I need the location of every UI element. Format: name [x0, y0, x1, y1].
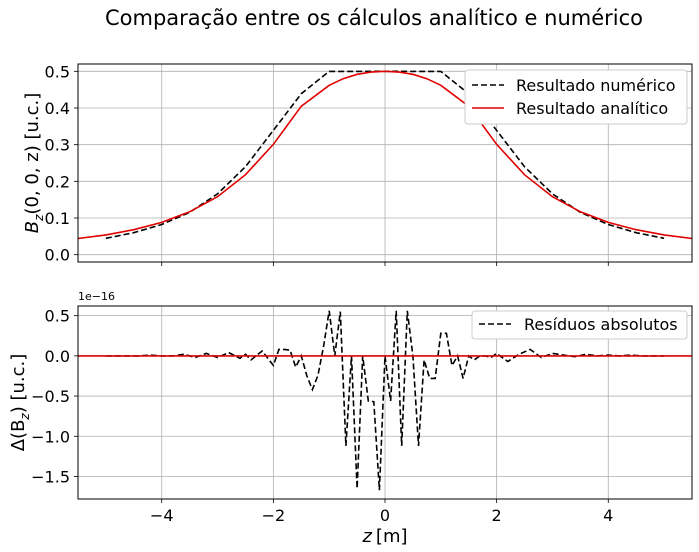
bottom-ylabel-rest: ) [u.c.] [8, 354, 29, 414]
top-series [77, 70, 693, 240]
bottom-ytick-label: −0.5 [31, 387, 70, 406]
top-ytick-label: 0.1 [45, 209, 70, 228]
bottom-xtick-label: 4 [603, 506, 613, 525]
top-ytick-label: 0.5 [45, 62, 70, 81]
bottom-ytick-label: −1.5 [31, 467, 70, 486]
bottom-xtick-label: 0 [380, 506, 390, 525]
bottom-legend: Resíduos absolutos [471, 310, 688, 340]
top-plot: 0.0 0.1 0.2 0.3 0.4 0.5 Bz(0, 0, z) [u.c.] Re… [22, 62, 693, 266]
bottom-ylabel-main: Δ(B [8, 420, 29, 452]
bottom-xtick-label: −4 [150, 506, 174, 525]
top-ylabel-rest: (0, 0, z) [u.c.] [22, 93, 43, 215]
bottom-ytick-label: 0.5 [45, 307, 70, 326]
bottom-offset-text: 1e−16 [78, 290, 115, 303]
top-ylabel-sub: z [32, 214, 46, 222]
figure-title: Comparação entre os cálculos analítico e… [105, 6, 643, 30]
bottom-plot: −4 −2 0 2 40.50.0−0.5−1.0−1.5 1e−16 Δ(Bz) [u… [8, 290, 693, 547]
legend-label-analytic: Resultado analítico [516, 99, 668, 118]
top-ytick-label: 0.3 [45, 136, 70, 155]
top-legend: Resultado numérico Resultado analítico [464, 69, 688, 125]
bottom-ylabel: Δ(Bz) [u.c.] [8, 354, 32, 452]
bottom-xtick-label: −2 [262, 506, 286, 525]
bottom-ylabel-sub: z [18, 413, 32, 421]
legend-label-residuals: Resíduos absolutos [524, 315, 678, 334]
bottom-xlabel-rest: [m] [376, 526, 408, 547]
bottom-series [78, 310, 692, 491]
bottom-xlabel-main: z [361, 526, 372, 547]
bottom-ytick-label: 0.0 [45, 347, 70, 366]
bottom-series-0-line [105, 310, 665, 491]
bottom-xlabel: z [m] [361, 526, 407, 547]
top-series-1-line [77, 70, 693, 240]
top-ytick-label: 0.2 [45, 172, 70, 191]
top-ylabel-main: B [22, 221, 43, 233]
top-ticks: 0.0 0.1 0.2 0.3 0.4 0.5 [45, 62, 609, 266]
top-ytick-label: 0.0 [45, 246, 70, 265]
bottom-ticks: −4 −2 0 2 4 0.5 0.0 −0.5 −1.0 −1.5 [31, 307, 613, 525]
bottom-xtick-label: 2 [492, 506, 502, 525]
bottom-ytick-label: −1.0 [31, 427, 70, 446]
legend-label-numeric: Resultado numérico [516, 76, 676, 95]
top-ytick-label: 0.4 [45, 99, 70, 118]
top-ylabel: Bz(0, 0, z) [u.c.] [22, 93, 46, 233]
